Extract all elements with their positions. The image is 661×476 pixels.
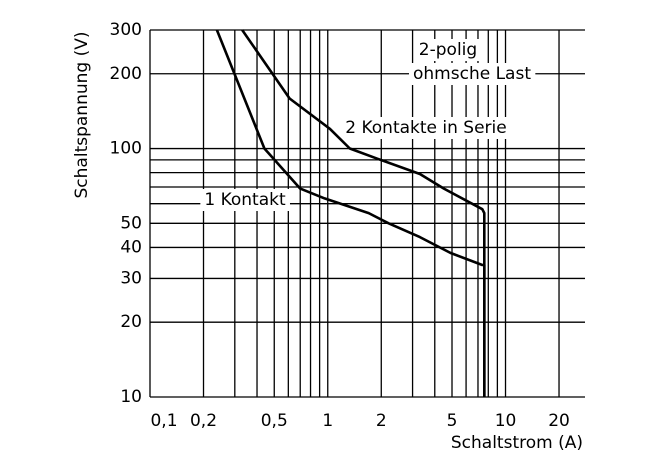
y-tick-label: 20 — [120, 312, 142, 332]
annotation: ohmsche Last — [413, 64, 531, 84]
x-tick-label: 1 — [322, 411, 333, 431]
y-tick-label: 10 — [120, 387, 142, 407]
x-tick-label: 20 — [548, 411, 570, 431]
label-background — [200, 189, 290, 211]
series-label: 1 Kontakt — [204, 190, 286, 210]
x-tick-label: 0,1 — [150, 411, 177, 431]
y-tick-label: 30 — [120, 268, 142, 288]
line-series — [241, 29, 486, 397]
y-tick-label: 200 — [110, 64, 142, 84]
label-background — [409, 63, 536, 85]
label-background — [414, 39, 482, 61]
line-series — [215, 29, 486, 397]
x-tick-label: 2 — [376, 411, 387, 431]
x-tick-label: 5 — [447, 411, 458, 431]
y-tick-label: 40 — [120, 237, 142, 257]
x-tick-label: 10 — [495, 411, 517, 431]
y-tick-label: 50 — [120, 213, 142, 233]
series-label: 2 Kontakte in Serie — [345, 118, 506, 138]
y-tick-label: 300 — [110, 20, 142, 40]
y-tick-label: 100 — [110, 139, 142, 159]
x-tick-label: 0,5 — [261, 411, 288, 431]
label-background — [341, 117, 511, 139]
y-axis-title: Schaltspannung (V) — [72, 32, 92, 199]
x-axis-title: Schaltstrom (A) — [451, 433, 583, 453]
annotation: 2-polig — [419, 40, 477, 60]
x-tick-label: 0,2 — [190, 411, 217, 431]
